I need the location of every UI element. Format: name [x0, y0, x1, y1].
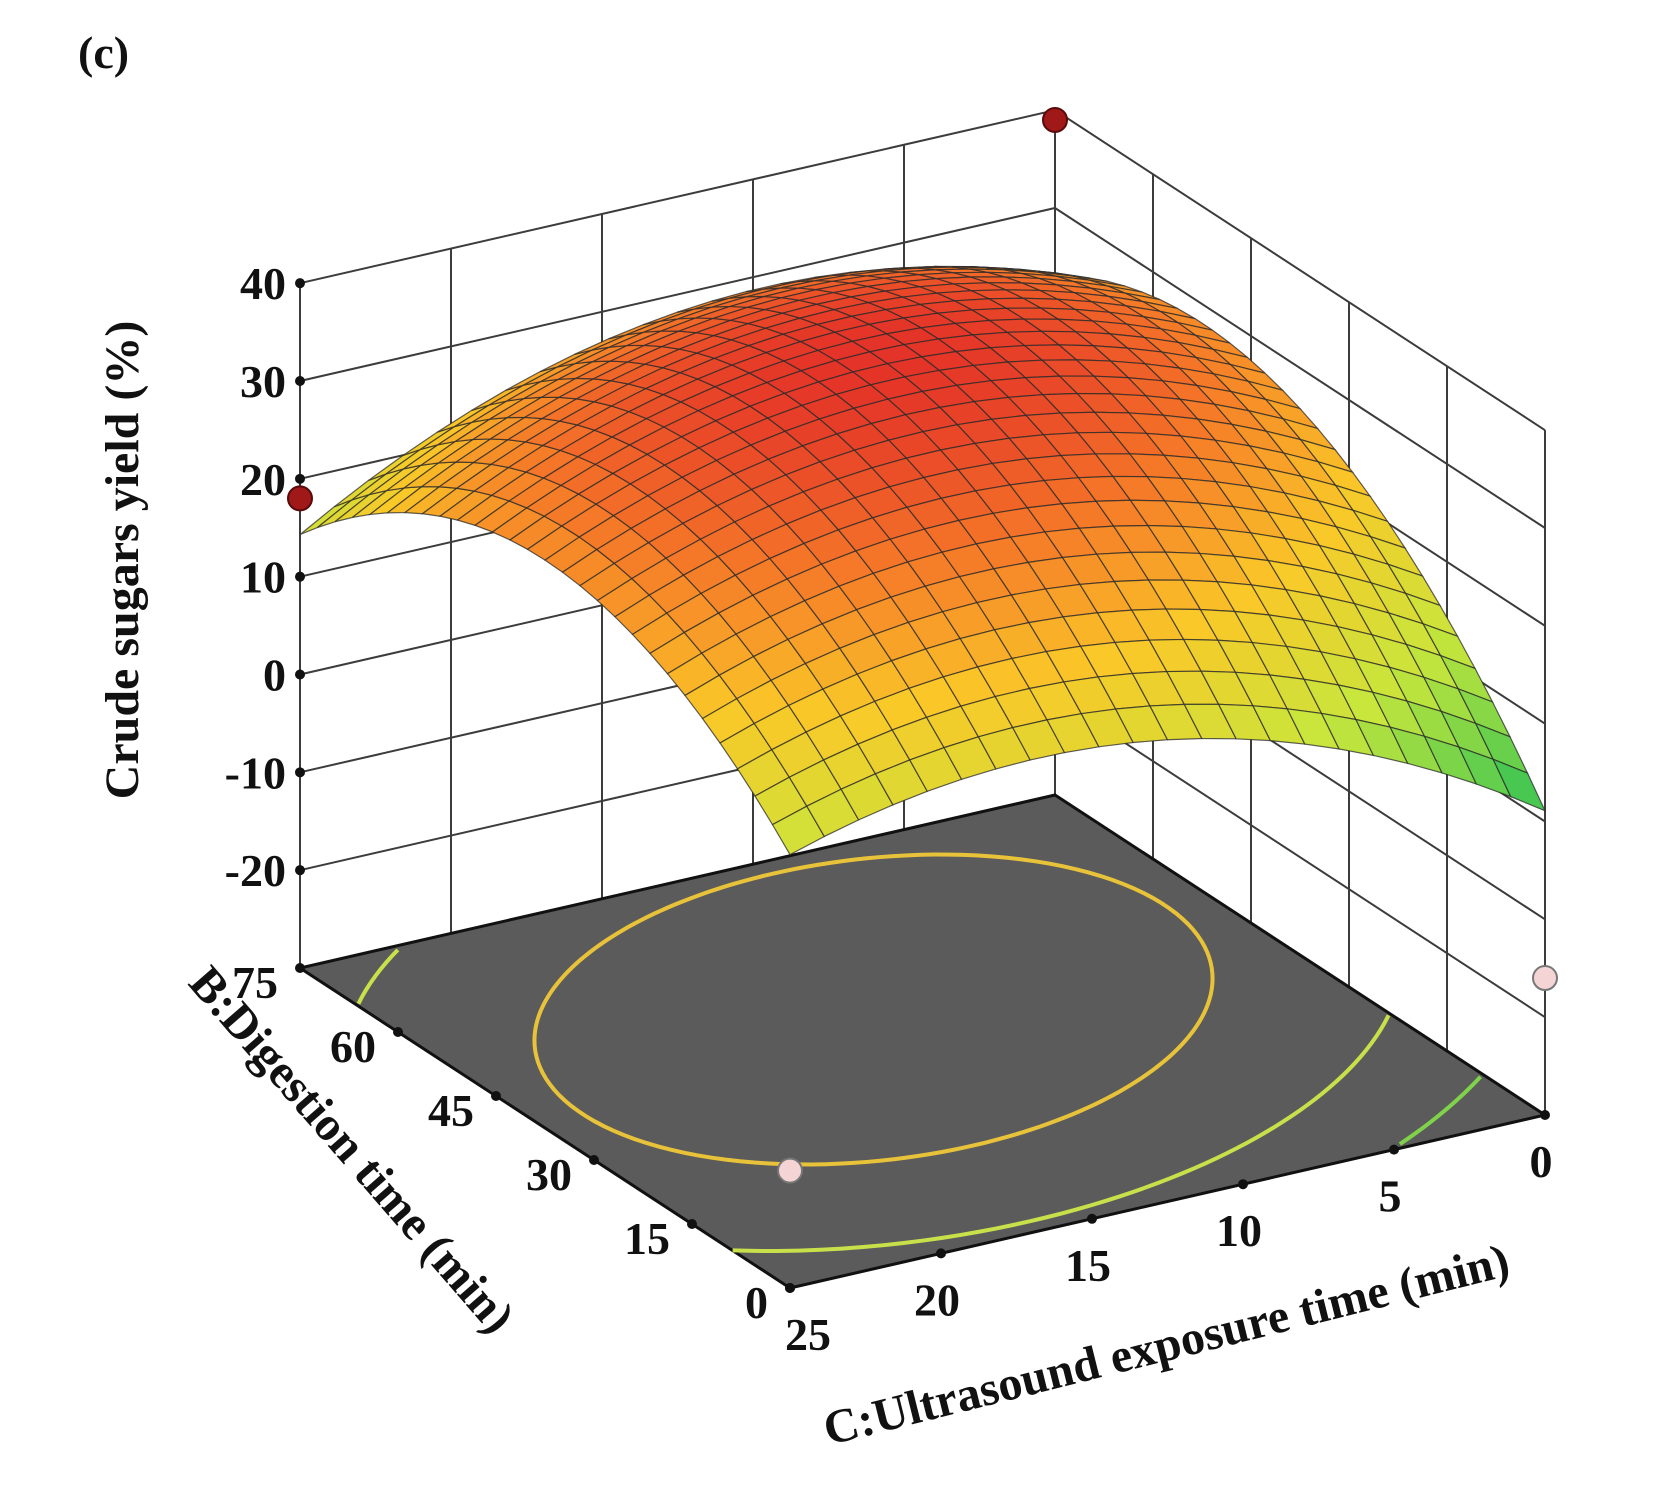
floor-plane-fill: [296, 793, 1549, 1290]
y-axis-title: C:Ultrasound exposure time (min): [818, 1234, 1514, 1456]
x-tick: [687, 1219, 697, 1229]
x-tick-label: 0: [745, 1277, 768, 1328]
contour-line: [532, 852, 1215, 1167]
y-tick-label: 5: [1379, 1171, 1402, 1222]
y-tick: [1087, 1213, 1097, 1224]
y-tick-label: 20: [914, 1274, 960, 1325]
floor-contours: [356, 852, 1482, 1253]
contour-line: [356, 948, 400, 1005]
y-tick: [785, 1283, 795, 1293]
z-tick-label: -20: [225, 845, 286, 896]
x-tick: [393, 1027, 403, 1037]
y-tick-label: 0: [1530, 1136, 1553, 1187]
z-tick-label: 40: [240, 258, 286, 309]
x-tick: [295, 963, 305, 973]
x-tick: [589, 1155, 599, 1165]
design-point-above: [287, 485, 313, 512]
tick-labels: 40 30 20 10 0 -10 -20 75 60 45 30 15 0 25 20 15 10 5 0: [225, 258, 1553, 1360]
z-tick: [295, 473, 305, 484]
y-tick: [1389, 1144, 1399, 1155]
z-tick-label: 10: [240, 552, 286, 603]
x-tick-label: 15: [624, 1213, 670, 1264]
floor-plane: [296, 793, 1549, 1290]
design-point-below: [1532, 965, 1558, 992]
x-tick-label: 60: [330, 1021, 376, 1072]
y-tick-label: 25: [785, 1309, 831, 1360]
z-tick-label: 0: [263, 650, 286, 701]
z-tick-label: 30: [240, 356, 286, 407]
contour-line: [732, 1014, 1391, 1253]
design-point-above: [1042, 106, 1068, 133]
x-tick-label: 75: [232, 957, 278, 1008]
z-tick: [295, 376, 305, 386]
response-surface: [299, 265, 1547, 856]
y-tick-label: 10: [1216, 1205, 1262, 1256]
z-tick: [295, 669, 305, 680]
wall-gridline: [299, 206, 1546, 529]
x-tick-label: 45: [428, 1085, 474, 1136]
z-tick: [295, 571, 305, 582]
panel-label: (c): [78, 27, 129, 78]
tick-marks: [295, 278, 1550, 1293]
z-axis-title: Crude sugars yield (%): [96, 321, 149, 800]
z-tick: [295, 278, 305, 289]
z-tick: [295, 767, 305, 778]
y-tick: [936, 1248, 946, 1259]
x-tick-label: 30: [526, 1149, 572, 1200]
design-point-below: [777, 1157, 803, 1184]
contour-line: [1398, 1075, 1482, 1146]
surface-cell: [1491, 758, 1547, 812]
y-tick: [1238, 1179, 1248, 1190]
y-tick-label: 15: [1065, 1240, 1111, 1291]
design-points: [287, 106, 1558, 1184]
x-tick: [491, 1091, 501, 1101]
z-tick-label: -10: [225, 747, 286, 798]
z-tick-label: 20: [240, 454, 286, 505]
z-tick: [295, 865, 305, 876]
y-tick: [1540, 1110, 1550, 1120]
